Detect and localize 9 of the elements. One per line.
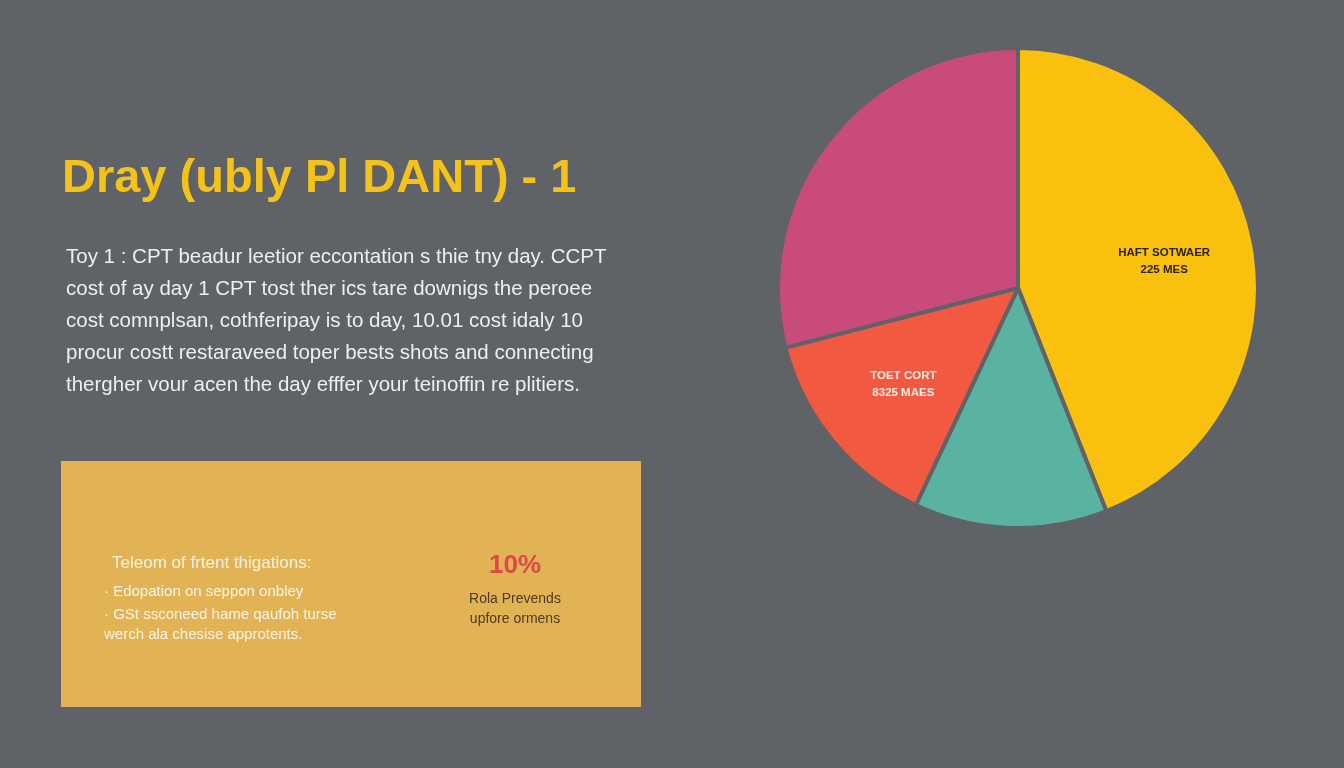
text: · Edopation on seppon onbley (104, 582, 304, 599)
text: Dray (ubly Pl DANT) - 1 (62, 149, 577, 202)
slice-label: TOET CORT 8325 MAES (870, 368, 937, 398)
text: Toy 1 : CPT beadur leetior eccontation s thie tny day. CCPT cost of ay day 1 CPT tost ther ics tare downigs the peroee cost comnplsan, cothferipay is to day, 10.01 cost idaly 10 procur costt restaraveed toper bests shots and connecting thergher vour acen the day efffer your teinoffin re plitiers. (66, 244, 607, 395)
text: · GSt ssconeed hame qaufoh turse werch ala chesise approtents. (103, 605, 337, 642)
text: Teleom of frtent thigations: (112, 553, 312, 572)
text: 10% (488, 549, 542, 579)
text: Rola Prevends upfore ormens (469, 590, 561, 626)
slice-label: HAFT SOTWAER 225 MES (1118, 246, 1211, 276)
